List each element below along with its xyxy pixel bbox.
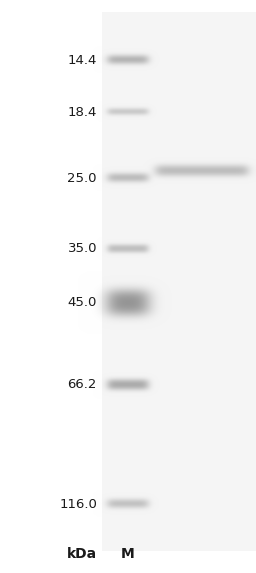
- Text: 66.2: 66.2: [68, 379, 97, 391]
- Text: M: M: [121, 547, 135, 561]
- Text: 18.4: 18.4: [68, 105, 97, 119]
- Text: 14.4: 14.4: [68, 53, 97, 66]
- Text: 116.0: 116.0: [59, 497, 97, 511]
- Text: kDa: kDa: [67, 547, 97, 561]
- Text: 25.0: 25.0: [68, 171, 97, 185]
- Text: 45.0: 45.0: [68, 296, 97, 309]
- Text: 35.0: 35.0: [68, 242, 97, 256]
